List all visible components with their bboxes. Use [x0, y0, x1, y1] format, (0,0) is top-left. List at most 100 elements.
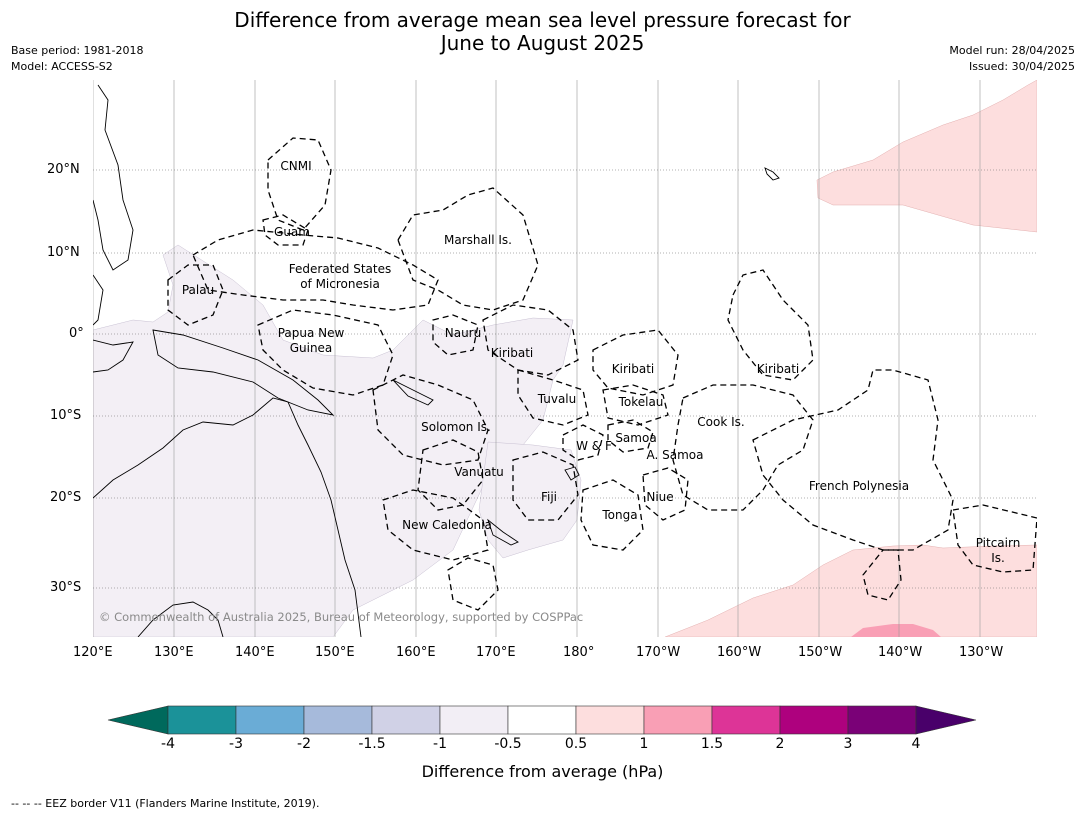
colorbar-tick-label: 1.5 — [700, 736, 724, 752]
colorbar-swatch — [235, 705, 305, 735]
eez-kiribati-gilbert — [482, 304, 579, 376]
shade-positive-ne — [816, 80, 1037, 233]
shade-negative-east — [478, 441, 582, 559]
label-solomon: Solomon Is. — [421, 420, 491, 434]
colorbar-swatch — [371, 705, 441, 735]
eez-cook — [672, 384, 814, 511]
label-pitcairn-2: Is. — [991, 551, 1005, 565]
new-caledonia-coast — [487, 518, 519, 546]
label-nauru: Nauru — [445, 326, 481, 340]
fiji-coast — [564, 466, 580, 481]
colorbar-tick-label: -1 — [433, 736, 447, 752]
colorbar-swatch — [643, 705, 713, 735]
eez-legend-note: -- -- -- EEZ border V11 (Flanders Marine… — [11, 797, 320, 810]
label-tonga: Tonga — [601, 508, 637, 522]
label-vanuatu: Vanuatu — [454, 465, 504, 479]
label-american-samoa: A. Samoa — [647, 448, 704, 462]
lon-tick-120e: 120°E — [73, 645, 113, 660]
lat-tick-20s: 20°S — [50, 490, 82, 505]
map-panel: CNMI Guam Marshall Is. Federated States … — [93, 80, 1037, 637]
australia-south-coast — [137, 601, 224, 637]
colorbar-tick-label: 0.5 — [564, 736, 588, 752]
colorbar-swatch — [439, 705, 509, 735]
label-png-2: Guinea — [290, 341, 333, 355]
eez-nauru — [432, 314, 479, 356]
lat-tick-0: 0° — [69, 326, 84, 341]
eez-samoa — [607, 419, 654, 453]
copyright-notice: © Commonwealth of Australia 2025, Bureau… — [99, 610, 583, 624]
colorbar-tick-label: -2 — [297, 736, 311, 752]
label-samoa: Samoa — [615, 431, 656, 445]
model-run: Model run: 28/04/2025 — [949, 44, 1075, 57]
eez-marshall — [397, 187, 539, 311]
lat-tick-30s: 30°S — [50, 580, 82, 595]
label-fiji: Fiji — [541, 490, 557, 504]
lon-tick-130e: 130°E — [154, 645, 194, 660]
colorbar-swatch — [167, 705, 237, 735]
label-micronesia-1: Federated States — [289, 262, 391, 276]
eez-kiribati-line — [727, 269, 814, 381]
eez-tokelau — [602, 384, 669, 426]
label-french-polynesia: French Polynesia — [809, 479, 909, 493]
label-kiribati-line: Kiribati — [757, 362, 799, 376]
eez-kermadec — [862, 549, 902, 601]
lon-tick-170e: 170°E — [476, 645, 516, 660]
chart-title-line1: Difference from average mean sea level p… — [234, 8, 851, 32]
latitude-gridlines — [93, 169, 1037, 589]
shade-negative-west — [93, 244, 574, 637]
solomon-coast — [392, 379, 434, 406]
eez-png — [257, 309, 394, 396]
colorbar-tick-label: 1 — [639, 736, 649, 752]
eez-new-caledonia — [382, 489, 489, 561]
borneo-coast — [93, 274, 104, 326]
label-marshall: Marshall Is. — [444, 233, 512, 247]
coastlines — [93, 84, 780, 637]
lon-tick-160w: 160°W — [717, 645, 762, 660]
colorbar-swatches — [107, 705, 977, 735]
label-kiribati-gilbert: Kiribati — [491, 346, 533, 360]
sulawesi-coast — [93, 339, 134, 373]
eez-pitcairn — [952, 504, 1037, 573]
lon-tick-150w: 150°W — [798, 645, 843, 660]
colorbar-tick-label: -1.5 — [358, 736, 386, 752]
colorbar-swatch — [711, 705, 781, 735]
lat-tick-10n: 10°N — [47, 245, 80, 260]
base-period: Base period: 1981-2018 — [11, 44, 144, 57]
colorbar-extend-high — [915, 705, 977, 735]
eez-french-polynesia — [752, 369, 954, 551]
philippines-coast — [93, 84, 134, 271]
lon-tick-160e: 160°E — [396, 645, 436, 660]
label-tuvalu: Tuvalu — [537, 392, 577, 406]
shade-positive-se — [664, 544, 1037, 637]
lon-tick-140w: 140°W — [878, 645, 923, 660]
label-tokelau: Tokelau — [618, 395, 664, 409]
eez-norfolk — [447, 557, 499, 611]
colorbar-tick-label: -4 — [161, 736, 175, 752]
label-pitcairn-1: Pitcairn — [976, 536, 1021, 550]
eez-solomon — [372, 374, 489, 466]
label-cook: Cook Is. — [697, 415, 744, 429]
eez-wallis-futuna — [562, 424, 604, 461]
shade-positive-strong — [851, 624, 941, 637]
lon-tick-140e: 140°E — [235, 645, 275, 660]
colorbar-swatch — [303, 705, 373, 735]
colorbar-swatch — [847, 705, 917, 735]
colorbar-tick-label: 3 — [843, 736, 853, 752]
label-cnmi: CNMI — [280, 159, 311, 173]
eez-cnmi — [267, 137, 332, 231]
hawaii-coast — [764, 167, 780, 181]
lat-tick-10s: 10°S — [50, 408, 82, 423]
eez-tuvalu — [517, 369, 589, 426]
colorbar — [107, 705, 977, 735]
eez-vanuatu — [417, 439, 484, 511]
eez-niue — [642, 467, 689, 521]
label-new-caledonia: New Caledonia — [402, 518, 492, 532]
chart-title-line2: June to August 2025 — [440, 31, 645, 55]
label-wallis-futuna: W & F — [576, 439, 612, 453]
label-guam: Guam — [274, 225, 310, 239]
eez-guam — [262, 214, 309, 246]
model-name: Model: ACCESS-S2 — [11, 60, 113, 73]
eez-micronesia — [192, 229, 439, 311]
eez-palau — [167, 264, 224, 326]
label-micronesia-2: of Micronesia — [300, 277, 380, 291]
